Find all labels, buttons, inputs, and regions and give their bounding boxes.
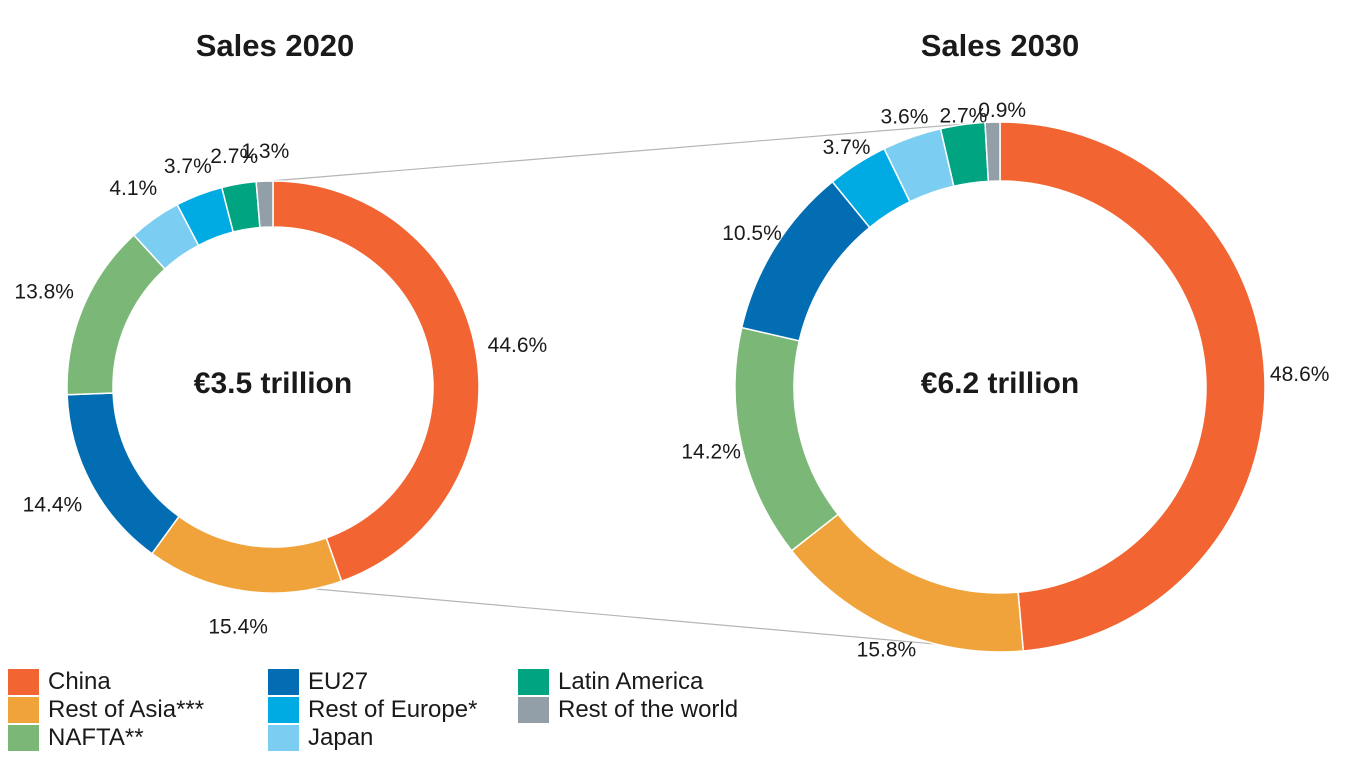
legend-item-china: China xyxy=(8,668,111,696)
legend-swatch xyxy=(268,725,299,751)
slice-rest-of-asia-2020 xyxy=(150,515,343,594)
legend-swatch xyxy=(518,697,549,723)
legend-item-eu27: EU27 xyxy=(268,668,368,696)
legend-swatch xyxy=(8,669,39,695)
value-label-eu27-2020: 14.4% xyxy=(23,494,83,517)
slice-nafta-2020 xyxy=(66,234,167,396)
legend-label: Latin America xyxy=(558,668,704,695)
legend-label: Japan xyxy=(308,724,374,751)
slice-rest-of-the-world-2020 xyxy=(255,180,274,229)
legend-swatch xyxy=(8,725,39,751)
legend-item-rest-of-asia: Rest of Asia*** xyxy=(8,696,204,724)
connector-bottom xyxy=(196,577,1019,652)
legend-item-latin-america: Latin America xyxy=(518,668,703,696)
value-label-latin-america-2030: 2.7% xyxy=(939,105,987,128)
legend-label: Rest of Asia*** xyxy=(48,696,205,723)
slice-eu27-2020 xyxy=(66,392,181,555)
slice-nafta-2030 xyxy=(734,326,840,552)
value-label-china-2030: 48.6% xyxy=(1270,363,1330,386)
value-label-japan-2030: 3.6% xyxy=(881,105,929,128)
slice-rest-of-the-world-2030 xyxy=(984,121,1001,183)
slice-china-2020 xyxy=(272,180,480,583)
slice-rest-of-asia-2030 xyxy=(790,513,1025,653)
center-label-2020: €3.5 trillion xyxy=(194,367,352,400)
legend-label: China xyxy=(48,668,111,695)
donut-sales-2020: 44.6% 15.4% 14.4% 13.8% 4.1% 3.7%2.7%1.3% xyxy=(14,140,547,638)
legend-swatch xyxy=(268,697,299,723)
value-label-latin-america-2020: 2.7% xyxy=(210,145,258,168)
legend-label: EU27 xyxy=(308,668,369,695)
legend-label: Rest of Europe* xyxy=(308,696,478,723)
legend: China Rest of Asia*** NAFTA** EU27 Rest … xyxy=(0,660,780,760)
center-label-2030: €6.2 trillion xyxy=(921,367,1079,400)
value-label-rest-of-the-world-2030: 0.9% xyxy=(978,99,1026,122)
legend-swatch xyxy=(268,669,299,695)
connector-lines xyxy=(196,122,1019,652)
value-label-japan-2020: 4.1% xyxy=(109,177,157,200)
value-label-rest-of-asia-2020: 15.4% xyxy=(208,615,268,638)
donut-sales-2030: 48.6% 15.8% 14.2% 10.5% 3.7% 3.6% 2.7%0.9% xyxy=(681,99,1329,661)
legend-swatch xyxy=(8,697,39,723)
legend-label: Rest of the world xyxy=(558,696,739,723)
value-label-rest-of-europe-2020: 3.7% xyxy=(164,155,212,178)
connector-top xyxy=(270,122,982,182)
legend-item-rest-of-the-world: Rest of the world xyxy=(518,696,738,724)
legend-swatch xyxy=(518,669,549,695)
value-label-rest-of-asia-2030: 15.8% xyxy=(857,638,917,661)
value-label-rest-of-europe-2030: 3.7% xyxy=(823,136,871,159)
legend-item-rest-of-europe: Rest of Europe* xyxy=(268,696,477,724)
value-label-china-2020: 44.6% xyxy=(488,334,548,357)
legend-label: NAFTA** xyxy=(48,724,144,751)
chart-title-2020: Sales 2020 xyxy=(196,28,355,63)
slice-china-2030 xyxy=(999,121,1266,652)
legend-item-japan: Japan xyxy=(268,724,373,752)
legend-item-nafta: NAFTA** xyxy=(8,724,144,752)
value-label-eu27-2030: 10.5% xyxy=(722,222,782,245)
value-label-rest-of-the-world-2020: 1.3% xyxy=(241,140,289,163)
slice-eu27-2030 xyxy=(740,180,871,342)
value-label-nafta-2030: 14.2% xyxy=(681,441,741,464)
value-label-nafta-2020: 13.8% xyxy=(14,280,74,303)
chart-title-2030: Sales 2030 xyxy=(921,28,1080,63)
